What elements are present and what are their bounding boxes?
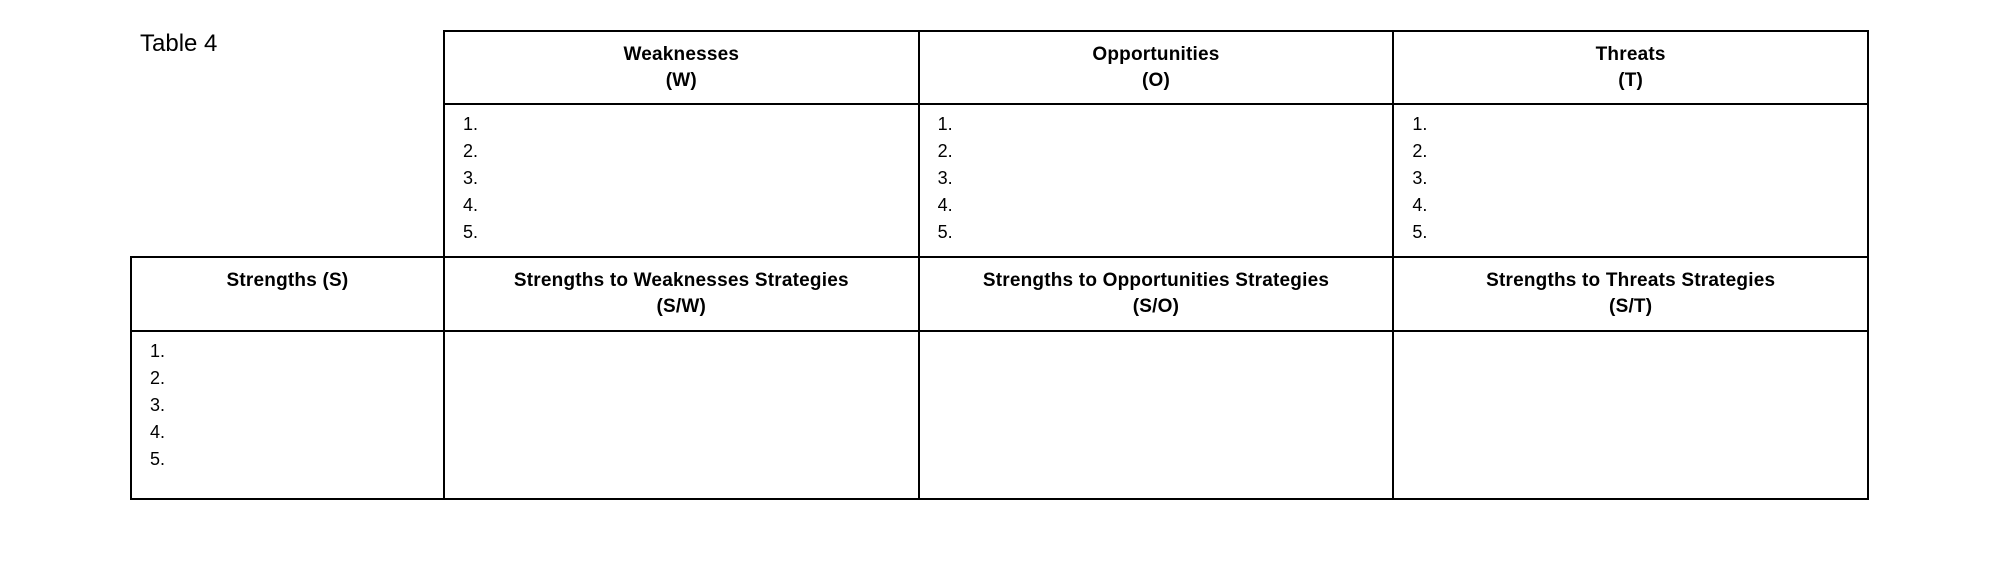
list-item: 4. [1412,192,1849,219]
strengths-items: 1. 2. 3. 4. 5. [131,331,444,499]
so-strategy-cell [919,331,1394,499]
so-strategy-header: Strengths to Opportunities Strategies (S… [919,257,1394,330]
threats-header: Threats (T) [1393,31,1868,104]
strengths-header: Strengths (S) [131,257,444,330]
list-item: 3. [150,392,425,419]
list-item: 3. [1412,165,1849,192]
so-strategy-label: Strengths to Opportunities Strategies [983,270,1329,291]
sw-strategy-header: Strengths to Weaknesses Strategies (S/W) [444,257,919,330]
table-header-row: Weaknesses (W) Opportunities (O) Threats… [131,31,1868,104]
blank-under-caption [131,104,444,257]
opportunities-header: Opportunities (O) [919,31,1394,104]
so-strategy-code: (S/O) [934,294,1379,320]
list-item: 2. [1412,138,1849,165]
opportunities-header-code: (O) [934,68,1379,94]
list-item: 3. [938,165,1375,192]
list-item: 2. [938,138,1375,165]
items-row: 1. 2. 3. 4. 5. 1. 2. 3. 4. 5. 1. 2. 3. 4… [131,104,1868,257]
table-caption: Table 4 [140,30,217,58]
st-strategy-code: (S/T) [1408,294,1853,320]
weaknesses-header: Weaknesses (W) [444,31,919,104]
list-item: 5. [1412,219,1849,246]
list-item: 3. [463,165,900,192]
weaknesses-header-label: Weaknesses [623,44,739,65]
sw-strategy-code: (S/W) [459,294,904,320]
st-strategy-header: Strengths to Threats Strategies (S/T) [1393,257,1868,330]
threats-header-code: (T) [1408,68,1853,94]
st-strategy-cell [1393,331,1868,499]
st-strategy-label: Strengths to Threats Strategies [1486,270,1775,291]
weaknesses-header-code: (W) [459,68,904,94]
list-item: 4. [150,419,425,446]
sw-strategy-label: Strengths to Weaknesses Strategies [514,270,849,291]
list-item: 2. [463,138,900,165]
weaknesses-items: 1. 2. 3. 4. 5. [444,104,919,257]
swot-table: Weaknesses (W) Opportunities (O) Threats… [130,30,1869,500]
sw-strategy-cell [444,331,919,499]
list-item: 4. [463,192,900,219]
list-item: 5. [150,446,425,473]
list-item: 1. [463,111,900,138]
opportunities-items: 1. 2. 3. 4. 5. [919,104,1394,257]
strengths-header-label: Strengths (S) [227,270,349,291]
list-item: 1. [1412,111,1849,138]
threats-header-label: Threats [1596,44,1666,65]
strategy-header-row: Strengths (S) Strengths to Weaknesses St… [131,257,1868,330]
list-item: 2. [150,365,425,392]
strategy-row: 1. 2. 3. 4. 5. [131,331,1868,499]
opportunities-header-label: Opportunities [1092,44,1219,65]
list-item: 5. [938,219,1375,246]
threats-items: 1. 2. 3. 4. 5. [1393,104,1868,257]
list-item: 4. [938,192,1375,219]
list-item: 1. [150,338,425,365]
list-item: 5. [463,219,900,246]
list-item: 1. [938,111,1375,138]
